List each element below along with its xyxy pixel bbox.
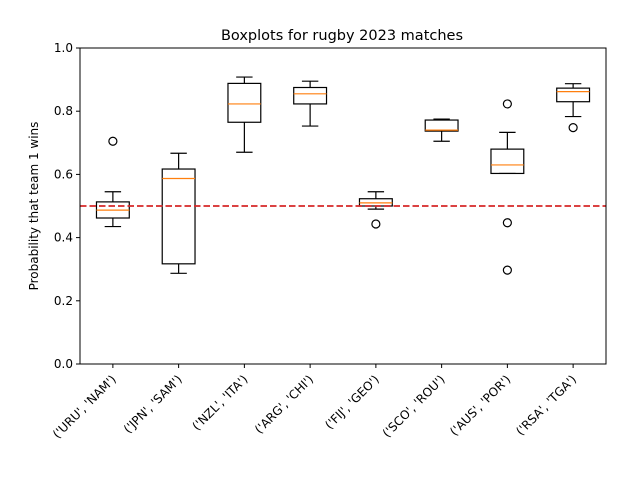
axes-frame <box>79 47 607 365</box>
y-tick-label: 0.0 <box>54 357 73 371</box>
outlier-point <box>371 219 381 229</box>
chart-title: Boxplots for rugby 2023 matches <box>221 28 463 44</box>
outlier-point <box>502 265 512 275</box>
y-axis-label: Probability that team 1 wins <box>27 122 41 291</box>
outlier-point <box>502 218 512 228</box>
y-tick-label: 0.8 <box>54 104 73 118</box>
box-iqr <box>490 148 525 175</box>
y-tick-label: 0.6 <box>54 167 73 181</box>
box-iqr <box>424 119 459 132</box>
y-tick-label: 0.4 <box>54 231 73 245</box>
box-iqr <box>227 82 262 123</box>
outlier-point <box>108 136 118 146</box>
y-tick-label: 0.2 <box>54 294 73 308</box>
box-iqr <box>556 87 591 103</box>
box-iqr <box>161 168 196 265</box>
outlier-point <box>502 99 512 109</box>
outlier-point <box>568 123 578 133</box>
box-iqr <box>293 86 328 105</box>
y-tick-label: 1.0 <box>54 41 73 55</box>
